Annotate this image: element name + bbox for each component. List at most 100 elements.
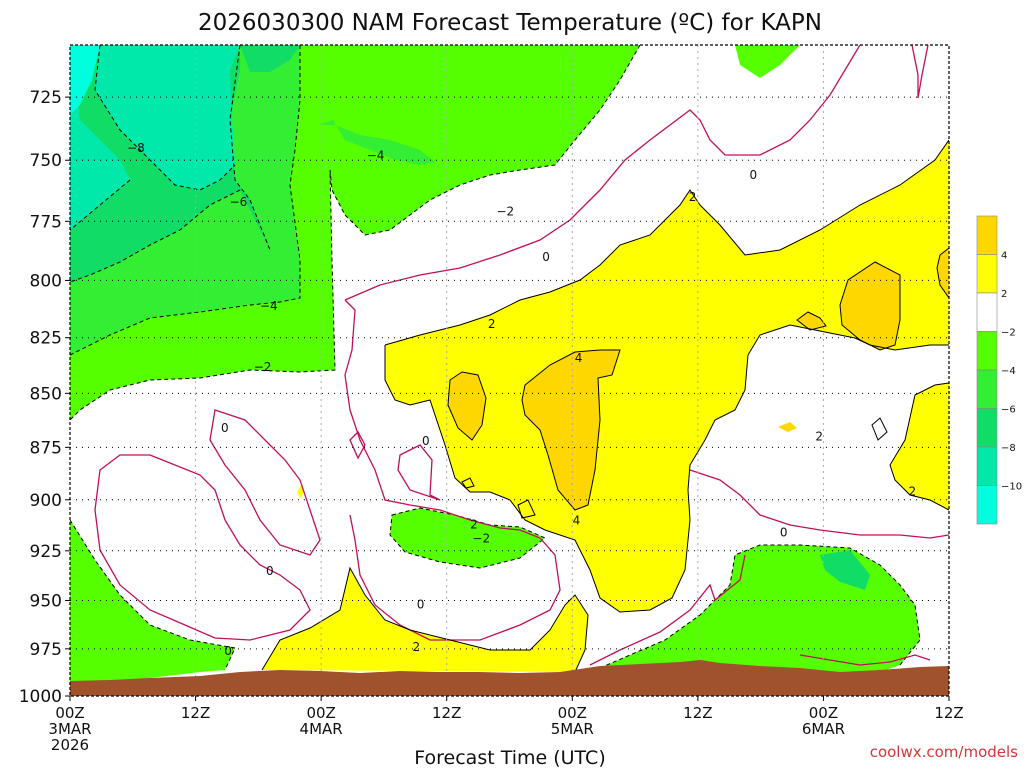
contour-minus2-lowright <box>599 544 921 669</box>
zero-contour-upper <box>344 45 861 301</box>
contour-2-tinyloop <box>461 477 475 489</box>
zero-contours <box>94 45 949 666</box>
contour-label-12: 0 <box>417 597 425 611</box>
x-tick-label-5-1: 12Z <box>683 704 712 722</box>
credit-text: coolwx.com/models <box>870 743 1018 761</box>
grid-lines <box>70 45 949 696</box>
contour-label-16: 2 <box>488 317 496 331</box>
x-tick-label-2-2: 4MAR <box>300 720 343 738</box>
band-minus2-minus4-low <box>70 520 235 688</box>
y-tick-label-925: 925 <box>30 542 62 562</box>
band-4-6-blip <box>778 422 797 432</box>
contour-label-20: 2 <box>909 484 917 498</box>
legend-label-0: 4 <box>1001 251 1007 262</box>
terrain <box>70 660 949 696</box>
band-minus2-minus4-midisland <box>390 508 545 568</box>
y-tick-label-950: 950 <box>30 591 62 611</box>
zero-contour-bottom <box>589 554 746 666</box>
contour-4-center <box>521 349 621 511</box>
legend-swatch-1 <box>976 254 998 294</box>
contour-label-14: 0 <box>780 526 788 540</box>
band-4-6-edge <box>937 248 949 298</box>
contour-label-3: −4 <box>367 148 385 162</box>
contour-4-right <box>839 261 901 351</box>
contour-4-edge <box>936 247 949 299</box>
zero-contour-spike <box>911 45 929 99</box>
chart-title: 2026030300 NAM Forecast Temperature (ºC)… <box>198 10 822 36</box>
legend-label-2: −2 <box>1001 328 1016 339</box>
band-minus6-minus8-top <box>240 45 300 72</box>
band-minus10-minus12 <box>70 45 100 115</box>
x-tick-label-7-1: 12Z <box>934 704 963 722</box>
y-tick-label-850: 850 <box>30 384 62 404</box>
legend-swatch-0 <box>976 215 998 255</box>
x-tick-label-2-1: 00Z <box>306 704 335 722</box>
y-axis: 725 750 775 800 825 850 875 900 925 950 975 1000 <box>19 88 70 707</box>
y-tick-label-975: 975 <box>30 640 62 660</box>
contour-label-1: −6 <box>230 195 248 209</box>
band-2-4-right <box>890 383 949 510</box>
x-tick-label-0-3: 2026 <box>51 736 89 754</box>
plot-area: −8−6−4−4−2−2−200000000222222244 <box>70 45 949 696</box>
positive-contours <box>261 139 949 673</box>
contour-minus2-outline <box>70 45 641 421</box>
contour-label-13: 0 <box>224 644 232 658</box>
zero-contour-blob <box>349 430 366 460</box>
contour-minus4-outline <box>70 45 301 356</box>
legend-label-5: −8 <box>1001 443 1016 454</box>
contour-label-15: 2 <box>689 190 697 204</box>
legend-label-4: −6 <box>1001 405 1016 416</box>
contour-label-10: 0 <box>422 434 430 448</box>
contour-label-2: −4 <box>260 299 278 313</box>
band-4-6-right <box>840 262 900 350</box>
x-tick-label-0-2: 3MAR <box>48 720 91 738</box>
contour-label-0: −8 <box>127 141 145 155</box>
contour-2-low <box>261 566 589 673</box>
legend-label-6: −10 <box>1001 482 1022 493</box>
contour-2-main <box>384 139 949 346</box>
zero-contour-bottomright <box>799 654 931 666</box>
y-tick-label-825: 825 <box>30 329 62 349</box>
contour-4-left <box>447 371 487 441</box>
contour-minus2-island <box>389 507 546 569</box>
contour-labels: −8−6−4−4−2−2−200000000222222244 <box>127 141 916 685</box>
contour-label-18: 2 <box>470 517 478 531</box>
color-legend: 4 2 −2 −4 −6 −8 −10 <box>976 215 1022 525</box>
y-tick-label-725: 725 <box>30 88 62 108</box>
x-tick-label-1-1: 12Z <box>181 704 210 722</box>
zero-contour-center <box>344 299 561 641</box>
legend-swatch-3 <box>976 331 998 371</box>
zero-contour-left <box>94 454 311 641</box>
zero-contour-mid <box>397 444 441 501</box>
contour-2-main-lower <box>384 324 949 613</box>
contour-label-22: 4 <box>575 351 583 365</box>
x-tick-label-6-1: 00Z <box>809 704 838 722</box>
contour-label-23: 4 <box>573 513 581 527</box>
contour-label-11: 0 <box>266 564 274 578</box>
x-tick-label-6-2: 6MAR <box>802 720 845 738</box>
zero-contour-right <box>689 469 949 539</box>
band-minus4-minus6-small <box>318 120 435 165</box>
y-tick-label-875: 875 <box>30 438 62 458</box>
legend-swatch-6 <box>976 446 998 486</box>
contour-minus6-b <box>70 189 241 283</box>
y-tick-label-775: 775 <box>30 212 62 232</box>
contour-label-5: −2 <box>496 205 514 219</box>
y-tick-label-900: 900 <box>30 491 62 511</box>
contour-2-right <box>889 382 949 511</box>
contour-label-19: 2 <box>815 430 823 444</box>
negative-contours <box>70 45 921 671</box>
band-minus8-minus10 <box>70 45 240 230</box>
y-tick-label-1000: 1000 <box>19 687 62 707</box>
contour-label-4: −2 <box>254 360 272 374</box>
x-axis-label: Forecast Time (UTC) <box>414 747 605 768</box>
legend-swatch-4 <box>976 369 998 409</box>
band-minus2-minus4-topright <box>735 45 800 78</box>
band-minus6-minus8-low <box>820 550 870 590</box>
band-2-4-main <box>385 140 949 612</box>
band-4-6-left <box>448 372 486 440</box>
contour-2-blip <box>871 417 888 441</box>
zero-contour-loop <box>209 409 321 556</box>
contour-label-7: 0 <box>542 250 550 264</box>
